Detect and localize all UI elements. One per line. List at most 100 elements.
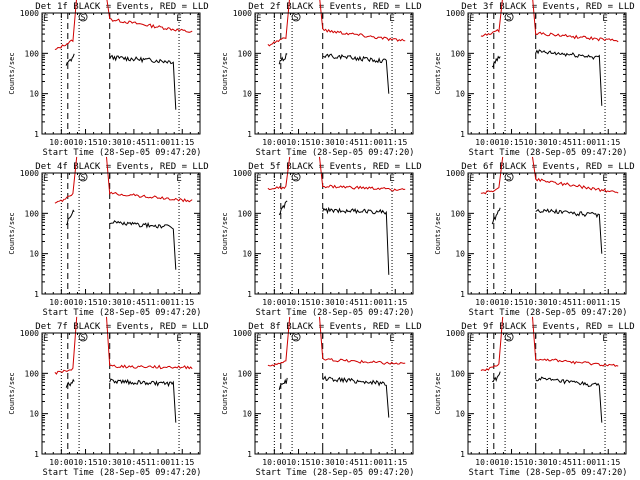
x-tick-label: 11:15 [596,298,620,307]
y-axis-label: Counts/sec [221,372,229,414]
lld-series-line [54,316,193,375]
x-axis-label: Start Time (28-Sep-05 09:47:20) [43,148,202,158]
x-tick-label: 10:45 [122,138,146,147]
y-tick-label: 10 [29,410,39,419]
y-axis-label: Counts/sec [221,52,229,94]
marker-mask [256,334,262,342]
events-series-line [491,49,603,106]
plot-frame [41,172,201,295]
y-tick-label: 10 [242,410,252,419]
y-tick-label: 1000 [446,329,465,338]
events-series-line [278,200,390,275]
marker-mask [176,334,184,342]
panel-det-4f: Det 4f BLACK = Events, RED = LLD Counts/s… [8,156,209,318]
x-tick-label: 10:30 [524,458,548,467]
marker-mask [389,174,397,182]
panel-det-6f: Det 6f BLACK = Events, RED = LLD Counts/s… [434,156,635,318]
x-tick-label: 10:15 [73,458,97,467]
start-marker-circle [504,172,514,182]
end-marker-label: E [389,334,394,344]
panel-title: Det 2f BLACK = Events, RED = LLD [248,2,421,12]
plot-frame [254,12,414,135]
events-series-line [65,378,177,423]
marker-mask [602,174,610,182]
marker-mask [176,174,184,182]
x-axis-label: Start Time (28-Sep-05 09:47:20) [43,468,202,478]
y-axis-label: Counts/sec [434,372,442,414]
panel-title: Det 4f BLACK = Events, RED = LLD [35,162,208,172]
lld-series-line [480,156,619,195]
x-tick-label: 10:45 [335,458,359,467]
start-marker-circle [78,12,88,22]
y-tick-label: 1 [247,130,252,139]
marker-mask [469,14,475,22]
x-tick-label: 11:15 [170,458,194,467]
x-tick-label: 10:45 [548,458,572,467]
panel-title: Det 1f BLACK = Events, RED = LLD [35,2,208,12]
end-marker-label: E [602,174,607,184]
x-tick-label: 10:45 [335,298,359,307]
end-marker-label: E [256,174,261,184]
x-tick-label: 11:00 [359,138,383,147]
x-tick-label: 10:30 [98,138,122,147]
x-tick-label: 11:15 [383,138,407,147]
plot-frame [41,332,201,455]
y-tick-label: 1000 [20,329,39,338]
start-marker-circle [291,172,301,182]
x-axis-label: Start Time (28-Sep-05 09:47:20) [43,308,202,318]
start-marker-label: S [81,333,86,342]
x-tick-label: 11:15 [170,298,194,307]
x-tick-label: 10:45 [548,298,572,307]
end-marker-label: E [43,14,48,24]
y-axis-label: Counts/sec [8,212,16,254]
panel-det-9f: Det 9f BLACK = Events, RED = LLD Counts/s… [434,316,635,478]
y-tick-label: 10 [29,250,39,259]
x-axis-label: Start Time (28-Sep-05 09:47:20) [469,308,628,318]
end-marker-label: E [256,14,261,24]
y-tick-label: 1000 [233,329,252,338]
y-axis-label: Counts/sec [434,212,442,254]
events-series-line [491,207,603,254]
marker-mask [43,334,49,342]
y-tick-label: 10 [242,250,252,259]
start-marker-circle [78,332,88,342]
panel-title: Det 3f BLACK = Events, RED = LLD [461,2,634,12]
plot-frame [467,12,627,135]
x-tick-label: 11:00 [146,298,170,307]
plot-frame [41,12,201,135]
start-marker-label: S [294,333,299,342]
y-tick-label: 1 [460,450,465,459]
x-tick-label: 10:30 [98,298,122,307]
start-marker-label: S [81,173,86,182]
x-axis-label: Start Time (28-Sep-05 09:47:20) [256,148,415,158]
y-tick-label: 10 [29,90,39,99]
y-tick-label: 100 [25,369,40,378]
start-marker-label: S [294,173,299,182]
start-marker-label: S [294,13,299,22]
x-axis-label: Start Time (28-Sep-05 09:47:20) [469,148,628,158]
x-tick-label: 10:15 [286,298,310,307]
x-tick-label: 10:00 [475,458,499,467]
x-tick-label: 10:00 [262,138,286,147]
x-tick-label: 10:00 [262,298,286,307]
y-tick-label: 1 [34,290,39,299]
x-tick-label: 11:00 [572,298,596,307]
plot-frame [467,332,627,455]
marker-mask [602,14,610,22]
panel-det-8f: Det 8f BLACK = Events, RED = LLD Counts/s… [221,316,422,478]
marker-mask [602,334,610,342]
x-tick-label: 10:00 [49,298,73,307]
lld-series-line [480,316,619,372]
end-marker-label: E [389,14,394,24]
marker-mask [469,334,475,342]
events-series-line [278,375,390,418]
end-marker-label: E [469,174,474,184]
lld-series-line [267,316,406,367]
y-tick-label: 10 [242,90,252,99]
start-marker-label: S [507,333,512,342]
x-tick-label: 10:45 [548,138,572,147]
y-axis-label: Counts/sec [8,52,16,94]
x-tick-label: 11:00 [572,458,596,467]
y-tick-label: 100 [238,209,253,218]
x-tick-label: 10:15 [73,298,97,307]
